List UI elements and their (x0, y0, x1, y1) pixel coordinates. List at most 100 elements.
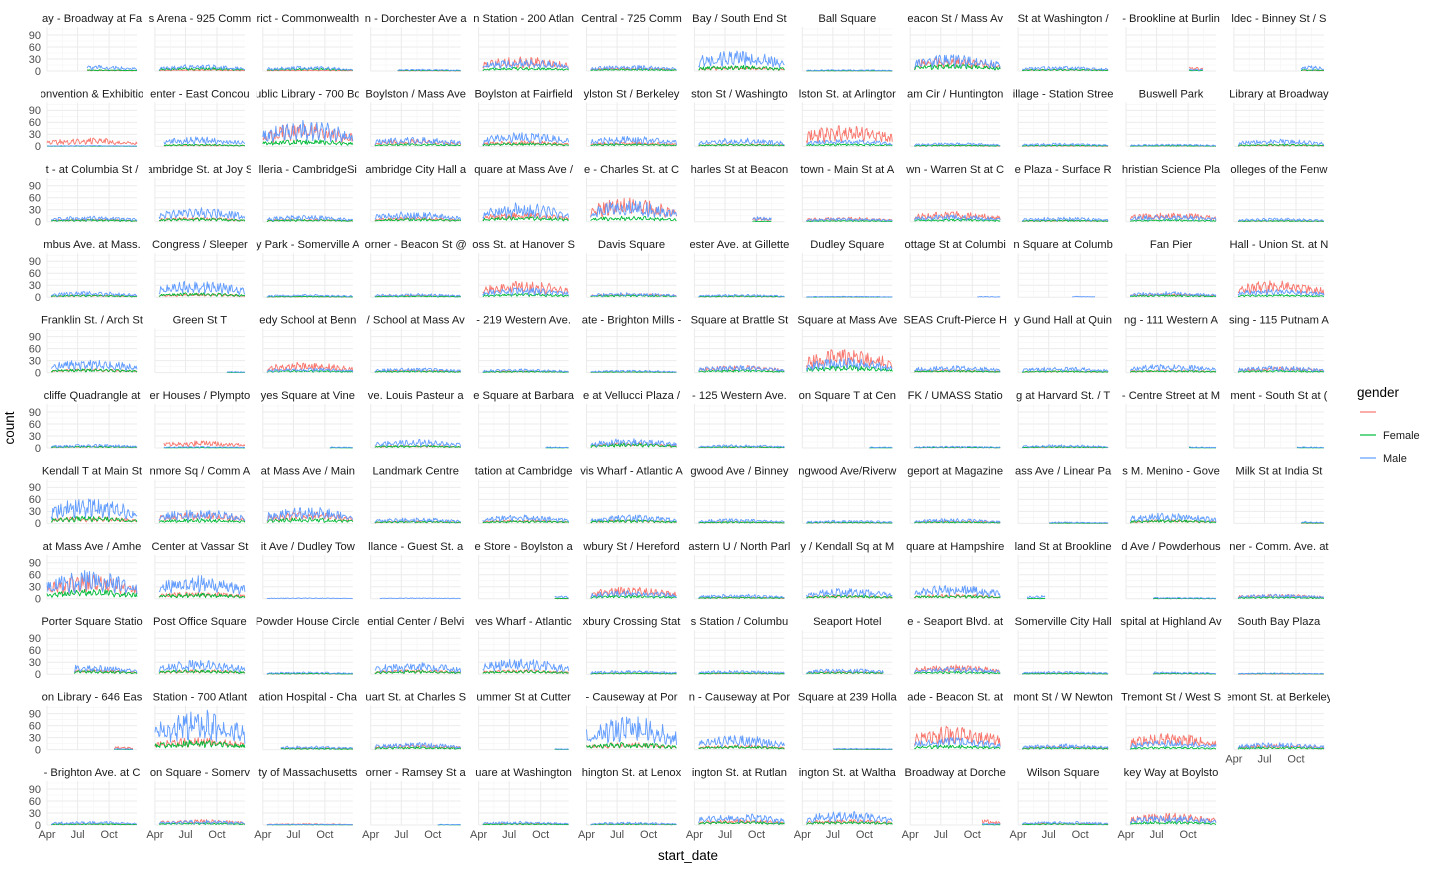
x-tick-label: Apr (254, 829, 271, 841)
facet-title: e Plaza - Surface R (1015, 164, 1112, 176)
facet-title: Powder House Circle (255, 616, 360, 628)
facet-title: Central - 725 Comm (581, 13, 682, 25)
facet-panel: Library at Broadway (1229, 88, 1329, 146)
facet-panel: mont St / W Newton (1013, 692, 1112, 750)
series-line-male (483, 659, 569, 672)
y-tick-label: 60 (29, 117, 41, 129)
facet-title: e - Seaport Blvd. at (907, 616, 1004, 628)
y-tick-label: 90 (29, 331, 41, 343)
facet-panel: Somerville City Hall (1015, 616, 1112, 674)
facet-panel: ment - South St at ( (1230, 390, 1327, 448)
facet-title: yes Square at Vine (261, 390, 355, 402)
series-line-female (164, 144, 245, 146)
facet-panel: harles St at Beacon (691, 164, 789, 222)
facet-panel: xbury Crossing Stat (583, 616, 682, 674)
facet-panel: Tremont St / West S (1121, 692, 1221, 750)
facet-panel: lleria - CambridgeSi (259, 164, 357, 222)
facet-title: FK / UMASS Statio (908, 390, 1003, 402)
facet-title: lston St. at Arlingtor (799, 88, 896, 100)
series-line-female (87, 70, 137, 71)
series-line-female (806, 144, 892, 146)
facet-title: Square at Brattle St (691, 315, 790, 327)
facet-title: y / Kendall Sq at M (800, 541, 894, 553)
series-line-female (698, 746, 784, 749)
facet-panel: quare at Mass Ave / (474, 164, 574, 222)
facet-title: e Square at Barbara (473, 390, 575, 402)
facet-title: y Park - Somerville A (256, 239, 360, 251)
x-axis-title: start_date (658, 848, 718, 863)
facet-panel: sing - 115 Putnam A (1229, 315, 1329, 373)
facet-panel: ass Ave / Linear Pa (1015, 465, 1112, 523)
y-tick-label: 30 (29, 54, 41, 66)
facet-panel: wn - Warren St at C (905, 164, 1004, 222)
facet-panel: ester Ave. at Gillette (689, 239, 789, 297)
facet-panel: y Gund Hall at Quin (1014, 315, 1112, 373)
series-line-male (159, 576, 245, 595)
series-line-male (267, 507, 353, 520)
facet-title: am Cir / Huntington (907, 88, 1003, 100)
facet-title: ston St / Washingto (691, 88, 788, 100)
facet-title: Davis Square (598, 239, 665, 251)
facet-title: Square at 239 Holla (798, 692, 898, 704)
facet-title: n Station - 200 Atlan (473, 13, 574, 25)
facet-title: vis Wharf - Atlantic A (580, 465, 683, 477)
facet-panel: spital at Highland Av (1120, 616, 1222, 674)
facet-title: Hall - Union St. at N (1229, 239, 1328, 251)
series-line-female (47, 589, 137, 597)
facet-panel: oss St. at Hanover S (472, 239, 575, 297)
y-tick-label: 30 (29, 582, 41, 594)
x-tick-label: Apr (1010, 829, 1027, 841)
facet-title: wbury St / Hereford (582, 541, 679, 553)
facet-title: n - Dorchester Ave a (365, 13, 468, 25)
facet-panel: edy School at Benn (259, 315, 356, 373)
facet-title: harles St at Beacon (691, 164, 789, 176)
series-line-female (159, 519, 245, 523)
series-line-unknown (47, 138, 137, 145)
y-tick-label: 90 (29, 784, 41, 796)
facet-panel: ve. Louis Pasteur a (368, 390, 465, 448)
x-tick-label: Apr (146, 829, 163, 841)
series-line-male (977, 296, 1000, 297)
facet-title: Somerville City Hall (1015, 616, 1112, 628)
series-line-male (267, 824, 353, 825)
facet-panel: Dudley Square (802, 239, 892, 297)
facet-panel: it Ave / Dudley Tow (261, 541, 356, 599)
facet-title: - Brookline at Burlin (1122, 13, 1220, 25)
x-tick-label: Jul (502, 829, 516, 841)
facet-title: ng - 111 Western A (1124, 315, 1218, 327)
series-line-female (1130, 370, 1216, 372)
x-tick-label: Oct (748, 829, 765, 841)
facet-title: g at Harvard St. / T (1016, 390, 1110, 402)
facet-panel: Congress / Sleeper (152, 239, 248, 297)
facet-panel: ston St / Washingto (691, 88, 788, 146)
y-tick-label: 30 (29, 657, 41, 669)
series-line-female (914, 745, 1000, 749)
facet-title: on Library - 646 Eas (42, 692, 143, 704)
facet-panel: - 125 Western Ave. (692, 390, 787, 448)
facet-title: ty of Massachusetts (258, 767, 357, 779)
series-line-male (47, 570, 137, 594)
series-line-male (47, 145, 137, 146)
y-tick-label: 60 (29, 343, 41, 355)
series-line-male (380, 598, 461, 599)
y-tick-label: 30 (29, 732, 41, 744)
facet-title: sing - 115 Putnam A (1229, 315, 1329, 327)
facet-title: Broadway at Dorche (905, 767, 1006, 779)
x-tick-label: Jul (178, 829, 192, 841)
x-tick-label: Apr (1117, 829, 1134, 841)
x-tick-label: Apr (38, 829, 55, 841)
facet-title: gwood Ave / Binney (690, 465, 788, 477)
series-line-female (1130, 220, 1216, 222)
facet-title: ottage St at Columbi (905, 239, 1006, 251)
facet-panel: n - Causeway at Por (689, 692, 791, 750)
facet-title: e at Vellucci Plaza / (583, 390, 681, 402)
facet-title: t - at Columbia St / (46, 164, 140, 176)
